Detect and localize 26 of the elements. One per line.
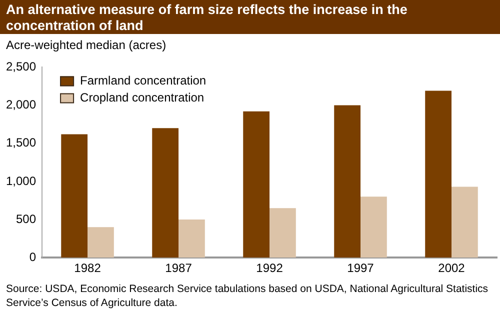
x-tick-label: 1997 bbox=[347, 261, 374, 276]
source-note: Source: USDA, Economic Research Service tabulations based on USDA, National Agricultural Statistics Service’s Census of Agriculture data. bbox=[5, 282, 490, 311]
bar bbox=[152, 128, 179, 258]
legend-label: Farmland concentration bbox=[80, 74, 206, 88]
legend-label: Cropland concentration bbox=[80, 90, 204, 105]
x-tick-label: 1987 bbox=[165, 261, 192, 276]
y-tick-label: 2,000 bbox=[6, 98, 36, 112]
bar bbox=[360, 196, 387, 258]
y-tick-label: 1,500 bbox=[6, 136, 36, 150]
y-axis-title: Acre-weighted median (acres) bbox=[5, 37, 168, 54]
bar bbox=[270, 208, 296, 258]
x-tick-label: 1992 bbox=[256, 261, 284, 276]
x-tick-label: 1982 bbox=[74, 261, 102, 276]
y-tick-label: 1,000 bbox=[6, 174, 36, 188]
bar bbox=[178, 220, 205, 258]
y-tick-label: 2,500 bbox=[6, 60, 36, 74]
y-tick-label: 0 bbox=[29, 250, 36, 264]
bar bbox=[425, 90, 452, 258]
x-tick-label: 2002 bbox=[438, 261, 466, 276]
y-tick-label: 500 bbox=[16, 212, 36, 226]
bar bbox=[334, 105, 361, 258]
bar bbox=[61, 134, 88, 258]
bar bbox=[452, 186, 478, 258]
chart-title: An alternative measure of farm size reflects the increase in the concentration of land bbox=[0, 0, 500, 34]
bar bbox=[88, 227, 114, 258]
bar bbox=[243, 111, 270, 258]
